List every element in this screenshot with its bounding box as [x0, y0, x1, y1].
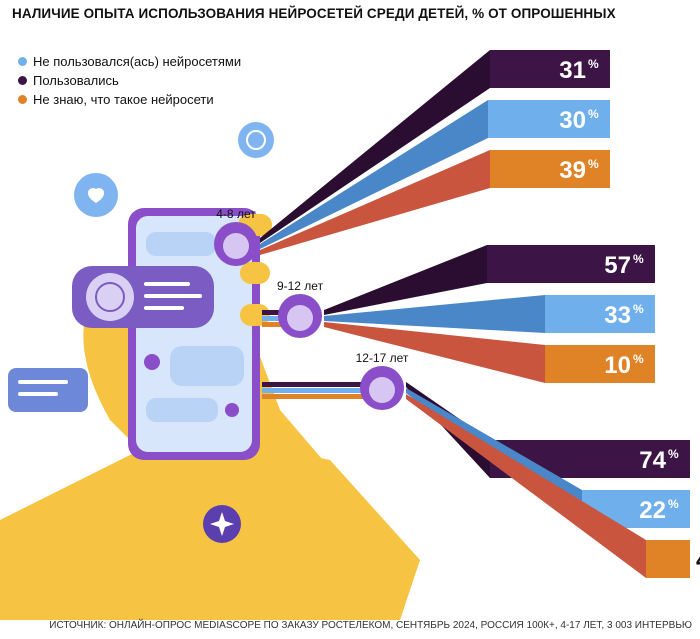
child-face-icon — [369, 377, 395, 403]
bars-layer: 31%30%39%57%33%10%74%22%4% — [260, 50, 700, 578]
brain-icon — [246, 130, 266, 150]
text-line — [144, 282, 190, 286]
bar-ribbon — [260, 50, 490, 243]
age-group-label: 9-12 лет — [277, 279, 324, 293]
bar-ribbon — [406, 394, 646, 578]
bar-ribbon — [260, 150, 490, 255]
brain-avatar-icon — [225, 403, 239, 417]
brain-network-icon — [86, 273, 134, 321]
bar — [487, 245, 655, 283]
age-group-label: 4-8 лет — [216, 207, 256, 221]
bar — [490, 150, 610, 188]
legend-label: Не пользовался(ась) нейросетями — [33, 54, 242, 69]
brain-bubble-icon — [238, 122, 274, 158]
legend-swatch — [18, 76, 27, 85]
data-label-unit: % — [588, 57, 599, 71]
bar-ribbon — [324, 245, 487, 315]
chat-bubble — [146, 398, 218, 422]
chart-title: НАЛИЧИЕ ОПЫТА ИСПОЛЬЗОВАНИЯ НЕЙРОСЕТЕЙ С… — [12, 6, 616, 21]
data-label-unit: % — [633, 302, 644, 316]
child-face-icon — [287, 305, 313, 331]
legend-item-dont-know: Не знаю, что такое нейросети — [18, 90, 241, 109]
sparkle-icon — [210, 512, 234, 536]
data-label: 4 — [696, 547, 700, 574]
bar-feed — [262, 382, 382, 387]
legend-label: Не знаю, что такое нейросети — [33, 92, 214, 107]
data-label-unit: % — [588, 157, 599, 171]
text-line — [144, 294, 202, 298]
text-line — [144, 306, 184, 310]
legend-item-used: Пользовались — [18, 71, 241, 90]
finger-shape — [240, 262, 270, 284]
bar-feed — [262, 394, 382, 399]
legend: Не пользовался(ась) нейросетями Пользова… — [18, 52, 241, 109]
source-note: ИСТОЧНИК: ОНЛАЙН-ОПРОС MEDIASCOPE ПО ЗАК… — [49, 620, 692, 631]
text-line — [18, 392, 58, 396]
bar — [646, 540, 690, 578]
legend-label: Пользовались — [33, 73, 119, 88]
bar — [488, 100, 610, 138]
data-label: 57 — [604, 252, 631, 279]
legend-swatch — [18, 57, 27, 66]
data-label-unit: % — [668, 497, 679, 511]
bar — [490, 50, 610, 88]
illustration — [0, 122, 420, 620]
data-label-unit: % — [588, 107, 599, 121]
data-label: 31 — [559, 57, 586, 84]
bar-feed — [262, 388, 382, 393]
bar — [545, 345, 655, 383]
age-groups-layer: 4-8 лет 9-12 лет 12-17 лет — [214, 207, 409, 410]
text-line — [18, 380, 68, 384]
chat-bubble — [170, 346, 244, 386]
data-label: 30 — [559, 107, 586, 134]
data-label-unit: % — [633, 252, 644, 266]
data-label: 74 — [639, 447, 666, 474]
data-label: 33 — [604, 302, 631, 329]
age-group-label: 12-17 лет — [356, 351, 409, 365]
data-label: 10 — [604, 352, 631, 379]
data-label-unit: % — [668, 447, 679, 461]
data-label: 22 — [639, 497, 666, 524]
heart-icon — [88, 188, 104, 203]
user-avatar-icon — [144, 354, 160, 370]
legend-item-did-not-use: Не пользовался(ась) нейросетями — [18, 52, 241, 71]
data-label-unit: % — [633, 352, 644, 366]
note-bubble — [8, 368, 88, 412]
brain-network-icon-inner — [95, 282, 125, 312]
bar-ribbon — [260, 100, 488, 249]
chat-bubble — [146, 232, 216, 256]
bar-ribbon — [324, 295, 545, 333]
bar-ribbon — [324, 322, 545, 383]
child-face-icon — [223, 233, 249, 259]
bar — [545, 295, 655, 333]
legend-swatch — [18, 95, 27, 104]
data-label: 39 — [559, 157, 586, 184]
